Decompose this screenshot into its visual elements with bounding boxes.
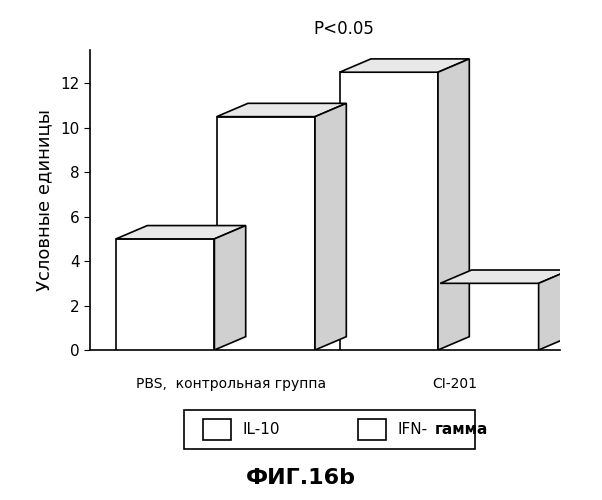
- Polygon shape: [217, 104, 346, 117]
- Text: CI-201: CI-201: [432, 376, 477, 390]
- Bar: [116, 239, 214, 350]
- Polygon shape: [440, 270, 570, 283]
- Bar: [340, 72, 438, 350]
- Text: IL-10: IL-10: [243, 422, 281, 437]
- Text: P<0.05: P<0.05: [314, 20, 374, 38]
- Bar: [217, 116, 315, 350]
- Polygon shape: [315, 104, 346, 350]
- Polygon shape: [214, 226, 246, 350]
- Polygon shape: [340, 59, 470, 72]
- Text: гамма: гамма: [435, 422, 488, 437]
- Y-axis label: Условные единицы: Условные единицы: [36, 109, 54, 291]
- Text: IFN-: IFN-: [398, 422, 428, 437]
- FancyBboxPatch shape: [184, 410, 476, 449]
- Bar: [440, 284, 539, 350]
- Text: ФИГ.16b: ФИГ.16b: [246, 468, 356, 487]
- Polygon shape: [438, 59, 470, 350]
- Polygon shape: [116, 226, 246, 239]
- Text: PBS,  контрольная группа: PBS, контрольная группа: [136, 376, 326, 390]
- Polygon shape: [539, 270, 570, 350]
- FancyBboxPatch shape: [203, 419, 231, 440]
- FancyBboxPatch shape: [358, 419, 386, 440]
